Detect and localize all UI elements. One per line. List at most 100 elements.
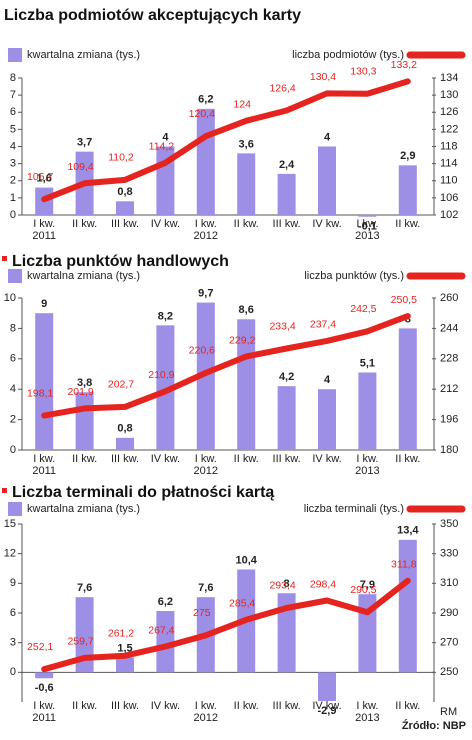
legend-swatch [8,48,22,62]
x-tick-label: I kw. [356,453,378,465]
line-value-label: 109,4 [67,161,93,173]
y2-tick-label: 330 [440,548,458,560]
x-tick-label: II kw. [395,218,420,230]
line-value-label: 124 [233,99,251,111]
line-value-label: 220,6 [189,345,215,357]
bar-value-label: 4 [324,131,331,143]
y2-tick-label: 180 [440,444,458,456]
bar [237,319,256,450]
bar-value-label: 2,9 [400,150,415,162]
bar [358,372,377,450]
line-value-label: 120,4 [189,108,215,120]
line-value-label: 110,2 [108,152,134,164]
line-value-label: 290,5 [350,584,376,596]
line-value-label: 237,4 [310,319,336,331]
line-value-label: 210,9 [148,369,174,381]
chart-title: Liczba punktów handlowych [12,253,229,270]
line-value-label: 201,9 [67,386,93,398]
y2-tick-label: 350 [440,518,458,530]
bar-value-label: 6,2 [158,596,173,608]
x-year-label: 2013 [355,712,379,724]
line-value-label: 252,1 [27,641,53,653]
y-tick-label: 3 [10,637,16,649]
bar-value-label: 3,6 [239,138,254,150]
line-value-label: 298,4 [310,578,336,590]
line-value-label: 311,8 [391,558,417,570]
x-year-label: 2012 [194,712,218,724]
line-value-label: 114,2 [149,141,175,153]
y-tick-label: 6 [10,106,16,118]
line-value-label: 126,4 [269,82,295,94]
line [41,313,411,419]
bar [75,392,94,450]
bar-value-label: 3,7 [77,137,92,149]
x-tick-label: II kw. [72,218,97,230]
bar-value-label: 8 [405,313,411,325]
y2-tick-label: 270 [440,637,458,649]
x-tick-label: IV kw. [151,700,180,712]
bar-value-label: 0,8 [117,186,132,198]
line-value-label: 233,4 [269,320,295,332]
y2-tick-label: 130 [440,89,458,101]
line-value-label: 133,2 [391,59,417,71]
y-tick-label: 0 [10,444,16,456]
y2-tick-label: 102 [440,209,458,221]
bar [116,657,134,673]
line-value-label: 250,5 [391,294,417,306]
bar [116,437,134,450]
legend-label: liczba podmiotów (tys.) [292,49,404,61]
y-tick-label: 15 [4,518,16,530]
bar [318,146,336,215]
y-tick-label: 6 [10,607,16,619]
x-tick-label: II kw. [234,218,259,230]
x-tick-label: III kw. [273,453,301,465]
bar-value-label: 4 [162,131,169,143]
line-value-label: 293,4 [269,580,295,592]
bar [196,302,215,450]
y2-tick-label: 110 [440,175,458,187]
x-tick-label: II kw. [234,453,259,465]
x-tick-label: I kw. [195,218,217,230]
legend-swatch [8,502,22,516]
bar-value-label: 13,4 [397,525,419,537]
bar [156,325,175,450]
x-tick-label: IV kw. [151,453,180,465]
x-tick-label: III kw. [273,700,301,712]
bar [318,389,336,450]
bar [277,173,296,215]
bar-value-label: 8,6 [239,304,254,316]
chart-title: Liczba terminali do płatności kartą [12,484,274,501]
line-value-label: 198,1 [27,387,53,399]
bar [277,593,296,673]
y-tick-label: 1 [10,192,16,204]
y-tick-label: 3 [10,158,16,170]
y2-tick-label: 106 [440,192,458,204]
line-value-label: 242,5 [350,303,376,315]
bar-value-label: 7,6 [77,582,92,594]
y2-tick-label: 114 [440,158,458,170]
x-tick-label: II kw. [234,700,259,712]
bar [398,165,417,215]
bar-value-label: 5,1 [360,357,375,369]
line-value-label: 259,7 [67,636,93,648]
x-tick-label: I kw. [195,453,217,465]
x-tick-label: IV kw. [312,700,341,712]
bar [398,328,417,450]
bar-value-label: 4,2 [279,371,294,383]
x-tick-label: III kw. [273,218,301,230]
line-value-label: 202,7 [108,379,134,391]
bar [237,153,256,215]
y2-tick-label: 196 [440,414,458,426]
source: Źródło: NBP [402,719,466,732]
bar-value-label: -0,6 [35,682,54,694]
y-tick-label: 8 [10,72,16,84]
line-value-label: 261,2 [108,628,134,640]
y2-tick-label: 250 [440,666,458,678]
bar-value-label: 1,6 [37,173,52,185]
x-tick-label: III kw. [111,453,139,465]
bar-value-label: -0,1 [358,221,377,233]
x-year-label: 2011 [32,465,56,477]
bar-value-label: 9 [41,298,47,310]
bar-value-label: 2,4 [279,159,295,171]
